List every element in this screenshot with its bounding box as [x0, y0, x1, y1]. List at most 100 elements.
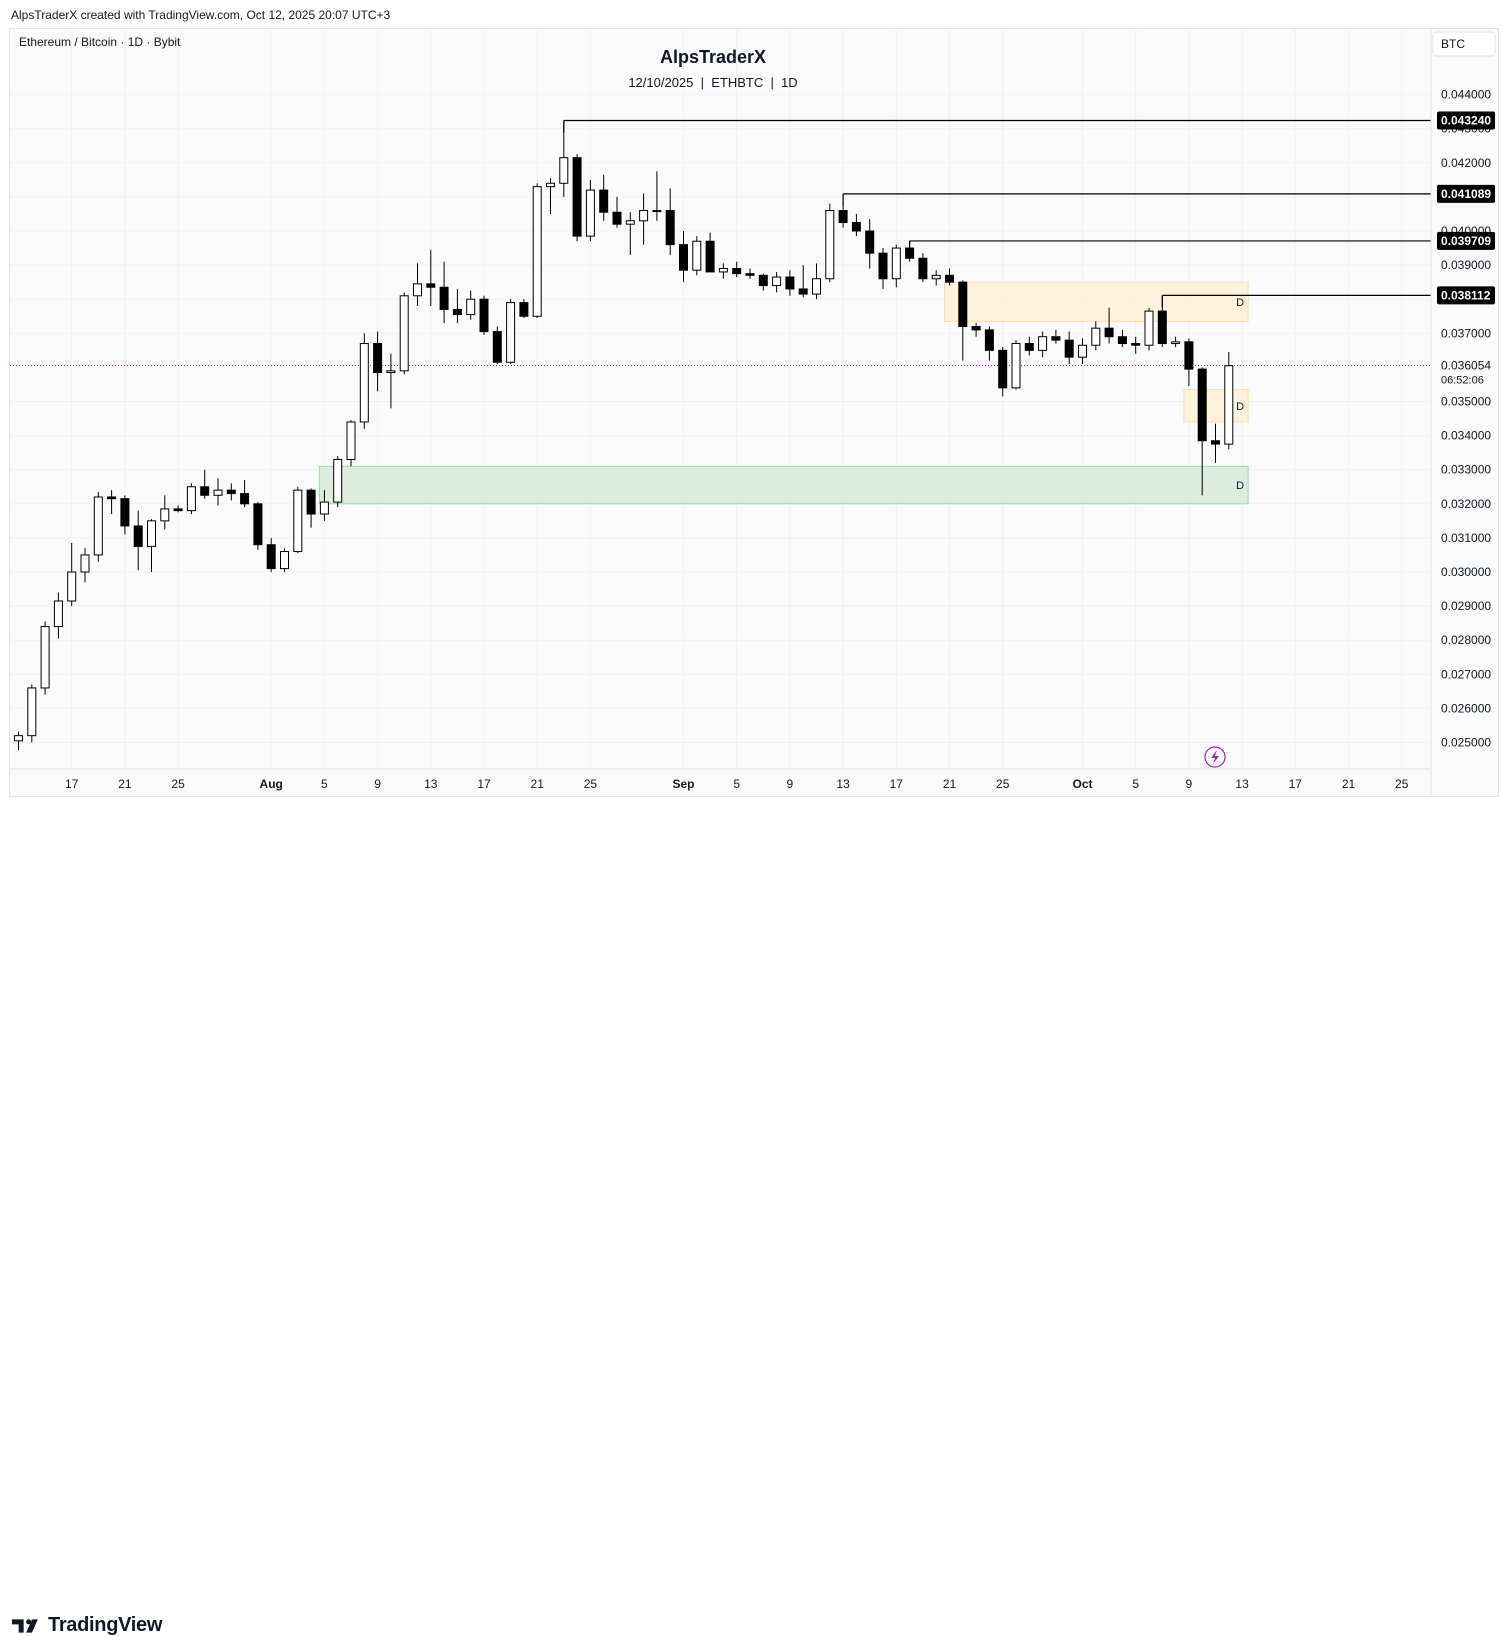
candle[interactable] [1144, 307, 1154, 351]
candle[interactable] [373, 331, 383, 392]
candle[interactable] [133, 510, 143, 571]
candle[interactable] [612, 196, 622, 228]
candle[interactable] [1011, 340, 1021, 390]
candle[interactable] [399, 292, 409, 375]
candle[interactable] [945, 268, 954, 286]
currency-button[interactable]: BTC [1432, 31, 1496, 57]
candle[interactable] [732, 261, 742, 278]
candle[interactable] [585, 179, 595, 242]
candle[interactable] [705, 232, 715, 273]
candle[interactable] [1024, 336, 1034, 356]
candle[interactable] [359, 333, 369, 429]
candle[interactable] [692, 236, 702, 276]
candle[interactable] [293, 486, 303, 554]
candle[interactable] [745, 268, 755, 279]
candle[interactable] [772, 271, 782, 293]
tradingview-logo[interactable]: TradingView [12, 1614, 162, 1637]
candle[interactable] [173, 505, 183, 513]
candle[interactable] [213, 478, 223, 506]
candle[interactable] [931, 270, 941, 286]
candle[interactable] [386, 353, 396, 409]
candle[interactable] [1091, 321, 1101, 351]
candle[interactable] [266, 537, 276, 572]
candle[interactable] [599, 174, 609, 221]
candle[interactable] [280, 548, 289, 572]
candle[interactable] [413, 263, 422, 307]
candle[interactable] [905, 240, 915, 262]
candles[interactable] [14, 120, 1234, 751]
candle[interactable] [53, 592, 63, 639]
candle[interactable] [346, 420, 356, 467]
candle[interactable] [665, 188, 675, 255]
candle[interactable] [1051, 329, 1061, 344]
candle[interactable] [785, 270, 795, 296]
candlestick-chart[interactable]: DDD 0.0250000.0260000.0270000.0280000.02… [10, 29, 1500, 798]
candle[interactable] [679, 231, 688, 283]
candle[interactable] [240, 479, 250, 508]
candle[interactable] [546, 178, 555, 214]
candle[interactable] [1038, 331, 1048, 358]
candle[interactable] [971, 323, 981, 337]
candle[interactable] [1171, 336, 1181, 347]
candle-body-up [1011, 343, 1021, 389]
candle[interactable] [253, 502, 263, 550]
candle[interactable] [812, 263, 821, 300]
candle[interactable] [1131, 336, 1141, 354]
candle[interactable] [333, 456, 343, 508]
candle[interactable] [1117, 329, 1127, 347]
candle[interactable] [639, 193, 649, 245]
candle[interactable] [652, 171, 662, 221]
candle[interactable] [40, 621, 50, 695]
candle[interactable] [306, 488, 316, 528]
candle[interactable] [1104, 307, 1114, 344]
candle[interactable] [984, 326, 994, 361]
lightning-icon[interactable] [1204, 746, 1226, 768]
candle[interactable] [918, 253, 928, 283]
candle[interactable] [67, 543, 77, 607]
candle[interactable] [559, 120, 569, 197]
candle[interactable] [1184, 338, 1194, 387]
candle[interactable] [532, 183, 542, 318]
candle[interactable] [27, 684, 37, 743]
candle[interactable] [506, 299, 516, 364]
candle[interactable] [838, 193, 848, 228]
candle[interactable] [1197, 367, 1207, 496]
candle[interactable] [718, 263, 728, 279]
candle[interactable] [851, 213, 861, 237]
candle[interactable] [625, 212, 635, 255]
candle[interactable] [798, 265, 808, 298]
symbol-title[interactable]: Ethereum / Bitcoin · 1D · Bybit [19, 35, 181, 49]
candle[interactable] [200, 469, 210, 499]
candle[interactable] [998, 346, 1008, 397]
candle[interactable] [1157, 295, 1167, 347]
candle[interactable] [319, 490, 329, 521]
candle[interactable] [226, 483, 236, 501]
candle[interactable] [1078, 338, 1087, 364]
candle[interactable] [426, 249, 436, 307]
candle[interactable] [93, 491, 103, 562]
candle[interactable] [865, 219, 875, 269]
candle[interactable] [120, 495, 130, 535]
candle[interactable] [1211, 423, 1220, 463]
candle[interactable] [466, 290, 476, 320]
candle[interactable] [160, 495, 170, 530]
candle[interactable] [439, 261, 449, 324]
candle[interactable] [519, 299, 529, 318]
candle[interactable] [186, 483, 196, 515]
candle[interactable] [758, 273, 768, 291]
candle[interactable] [572, 154, 582, 242]
candle[interactable] [107, 490, 117, 515]
candle[interactable] [878, 248, 888, 289]
candle[interactable] [492, 326, 502, 364]
candle[interactable] [479, 295, 489, 336]
candle[interactable] [891, 244, 901, 288]
candle[interactable] [14, 731, 23, 751]
candle[interactable] [1224, 352, 1234, 450]
candle[interactable] [825, 203, 835, 283]
candle[interactable] [452, 288, 462, 324]
candle[interactable] [958, 280, 968, 361]
candle[interactable] [80, 548, 90, 583]
candle[interactable] [147, 519, 156, 572]
candle[interactable] [1064, 331, 1074, 364]
